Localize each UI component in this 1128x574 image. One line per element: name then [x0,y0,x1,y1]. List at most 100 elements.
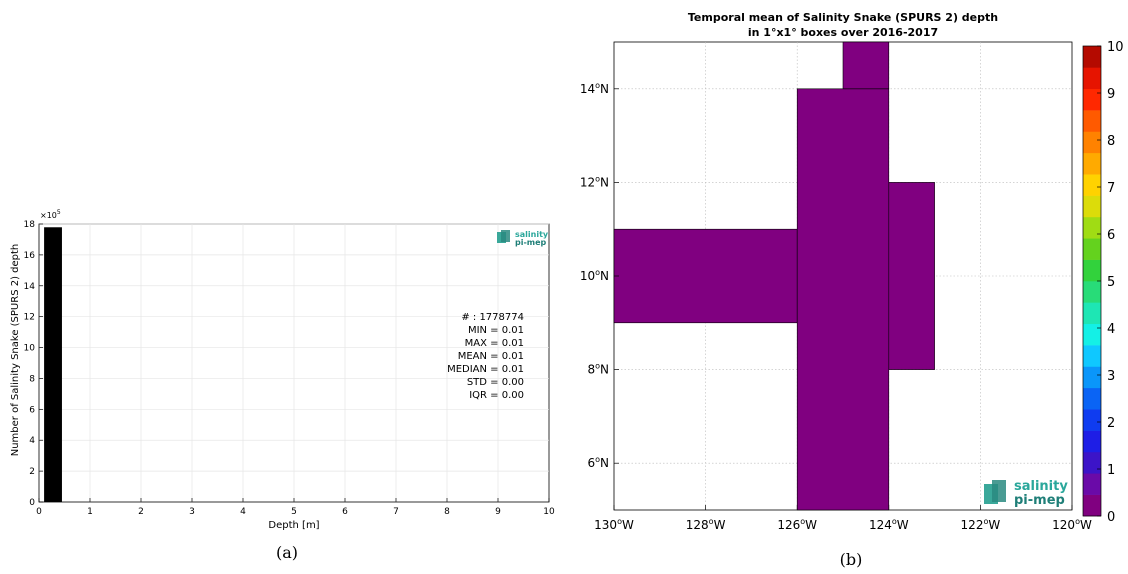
map-cell [888,182,935,370]
y-tick-label: 6 [29,405,35,415]
map-cell [842,41,890,90]
colorbar-segment [1083,174,1101,196]
logo-line2: pi-mep [515,238,547,247]
map-cells [613,41,935,511]
colorbar-segment [1083,494,1101,517]
x-tick-label: 4 [240,507,246,517]
lon-tick-label: 128oW [686,517,726,532]
colorbar-segment [1083,302,1101,325]
colorbar-tick-label: 10 [1107,40,1124,55]
colorbar-tick-label: 2 [1107,416,1115,431]
colorbar: 0 1 2 3 4 5 6 7 8 9 10 [1082,40,1124,525]
colorbar-segment [1083,323,1101,346]
x-tick-label: 5 [291,507,297,517]
lon-tick-label: 120oW [1052,517,1092,532]
histogram-bar [44,227,62,502]
x-tick-label: 7 [393,507,399,517]
x-tick-label: 9 [495,507,501,517]
colorbar-segment [1083,131,1101,154]
stats-line: IQR = 0.00 [469,390,524,401]
panel-b-label: (b) [840,550,863,569]
colorbar-segment [1083,259,1101,282]
colorbar-tick-label: 9 [1107,87,1115,102]
logo-map-line2: pi-mep [1014,493,1065,508]
y-tick-label: 2 [29,467,35,477]
x-tick-label: 8 [444,507,450,517]
stats-line: MEAN = 0.01 [458,351,524,362]
salinity-pimep-logo-map: salinity pi-mep [984,479,1068,508]
y-tick-label: 18 [24,220,36,230]
colorbar-segment [1083,46,1101,68]
y-tick-label: 14 [24,282,36,292]
colorbar-segment [1083,110,1101,132]
map-cell [613,228,798,324]
histogram-exponent: ×105 [40,209,61,220]
histogram-x-ticks: 0 1 2 3 4 5 6 7 8 9 10 [36,498,555,517]
colorbar-tick-label: 4 [1107,322,1115,337]
colorbar-segment [1083,451,1101,474]
map-title-line1: Temporal mean of Salinity Snake (SPURS 2… [688,11,998,24]
y-tick-label: 8 [29,374,35,384]
panel-a-label: (a) [276,543,298,562]
stats-line: MAX = 0.01 [465,338,524,349]
map-x-ticks: 130oW 128oW 126oW 124oW 122oW 120oW [594,505,1092,532]
x-tick-label: 3 [189,507,195,517]
histogram-x-label: Depth [m] [268,520,319,531]
stats-line: # : 1778774 [461,312,524,323]
colorbar-segment [1083,345,1101,367]
histogram-y-label: Number of Salinity Snake (SPURS 2) depth [10,244,21,457]
histogram-grid [39,223,549,502]
lat-tick-label: 10oN [580,268,609,283]
colorbar-segment [1083,238,1101,260]
map-title-line2: in 1°x1° boxes over 2016-2017 [748,26,938,39]
y-tick-label: 16 [24,251,36,261]
colorbar-segment [1083,281,1101,303]
salinity-pimep-logo: salinity pi-mep [497,230,549,247]
colorbar-segment [1083,387,1101,410]
y-tick-label: 4 [29,436,35,446]
lat-tick-label: 12oN [580,174,609,189]
colorbar-tick-label: 8 [1107,134,1115,149]
logo-line1: salinity [515,230,549,239]
colorbar-tick-label: 6 [1107,228,1115,243]
stats-line: MEDIAN = 0.01 [447,364,524,375]
map-cell [796,88,890,511]
x-tick-label: 0 [36,507,42,517]
y-tick-label: 12 [24,313,35,323]
lon-tick-label: 124oW [869,517,909,532]
logo-map-line1: salinity [1014,479,1068,494]
map-plot: Temporal mean of Salinity Snake (SPURS 2… [580,11,1124,532]
lat-tick-label: 8oN [587,362,609,377]
histogram-y-ticks: 0 2 4 6 8 10 12 14 16 18 [24,220,43,508]
lon-tick-label: 130oW [594,517,634,532]
histogram-stats: # : 1778774 MIN = 0.01 MAX = 0.01 MEAN = 0.… [447,312,524,401]
stats-line: MIN = 0.01 [468,325,524,336]
colorbar-segment [1083,366,1101,389]
colorbar-segment [1083,67,1101,90]
y-tick-label: 0 [29,498,35,508]
colorbar-tick-label: 0 [1107,510,1115,525]
colorbar-tick-label: 5 [1107,275,1115,290]
x-tick-label: 10 [543,507,555,517]
colorbar-segment [1083,88,1101,111]
lon-tick-label: 122oW [961,517,1001,532]
colorbar-tick-label: 7 [1107,181,1115,196]
colorbar-segment [1083,195,1101,218]
stats-line: STD = 0.00 [467,377,524,388]
lon-tick-label: 126oW [777,517,817,532]
x-tick-label: 2 [138,507,144,517]
x-tick-label: 6 [342,507,348,517]
colorbar-segment [1083,473,1101,495]
lat-tick-label: 14oN [580,81,609,96]
histogram-bars [44,227,62,502]
colorbar-segment [1083,430,1101,453]
x-tick-label: 1 [87,507,93,517]
map-y-ticks: 6oN 8oN 10oN 12oN 14oN [580,81,619,470]
lat-tick-label: 6oN [587,455,609,470]
colorbar-segment [1083,152,1101,175]
y-tick-label: 10 [24,344,36,354]
colorbar-segment [1083,216,1101,239]
colorbar-segment [1083,409,1101,431]
